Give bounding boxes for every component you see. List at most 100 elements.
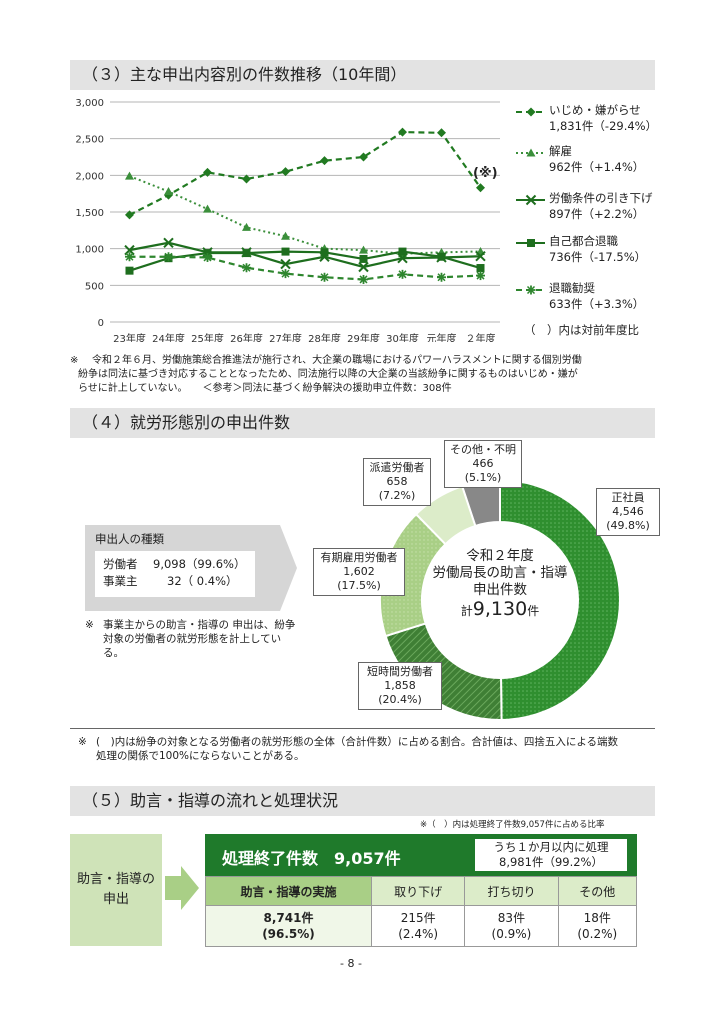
data-point [359, 254, 368, 263]
data-point [281, 167, 290, 177]
data-point [475, 251, 486, 262]
series-line [129, 250, 481, 272]
label-haken: 派遣労働者 658 (7.2%) [363, 458, 431, 506]
series-line [129, 255, 481, 281]
label-yuki: 有期雇用労働者 1,602 (17.5%) [313, 548, 405, 596]
x-tick-label: 26年度 [230, 332, 263, 342]
series-line [129, 175, 481, 255]
series-line [129, 130, 482, 216]
data-point [203, 252, 212, 262]
data-point [359, 245, 368, 254]
data-point [164, 186, 173, 195]
data-point [437, 128, 446, 138]
data-point [242, 263, 251, 273]
legend-note: （ ）内は対前年度比 [524, 323, 639, 337]
y-tick-label: 1,000 [75, 245, 104, 256]
col-header: その他 [557, 876, 638, 906]
cell-advice: 8,741件 (96.5%) [205, 905, 372, 947]
data-point [359, 152, 368, 162]
data-point [164, 252, 173, 262]
result-table: 助言・指導の実施 取り下げ 打ち切り その他 8,741件 (96.5%) 21… [205, 876, 638, 947]
legend-symbol [516, 239, 545, 247]
divider [70, 728, 655, 729]
data-point [437, 252, 446, 261]
data-point [280, 258, 291, 270]
legend-marker [526, 148, 536, 157]
legend-detail: 897件（+2.2%） [549, 207, 645, 221]
legend-marker [527, 239, 535, 247]
data-point [281, 231, 290, 240]
legend-detail: 1,831件（-29.4%） [549, 119, 658, 133]
y-tick-label: 2,000 [75, 171, 104, 182]
data-point [476, 183, 485, 193]
center-line: 令和２年度 [466, 548, 534, 564]
data-point [320, 272, 329, 282]
x-tick-label: ２年度 [466, 332, 496, 342]
legend-symbol [516, 148, 545, 157]
center-total: 計9,130件 [460, 598, 540, 620]
legend-name: 自己都合退職 [549, 234, 618, 248]
legend-name: いじめ・嫌がらせ [549, 103, 641, 117]
legend-name: 解雇 [549, 144, 572, 158]
data-point [125, 171, 134, 180]
data-point [125, 210, 134, 220]
donut-center: 令和２年度 労働局長の助言・指導 申出件数 計9,130件 [425, 548, 575, 620]
x-tick-label: 24年度 [152, 332, 185, 342]
cell-withdrawn: 215件 (2.4%) [370, 905, 466, 947]
page-number: - 8 - [340, 957, 362, 970]
data-point [359, 274, 368, 284]
y-tick-label: 3,000 [75, 98, 104, 109]
legend-marker [526, 285, 536, 295]
series-group [125, 252, 485, 284]
center-line: 申出件数 [473, 582, 527, 598]
y-tick-label: 1,500 [75, 208, 104, 219]
series-line [129, 241, 481, 269]
note-line: 紛争は同法に基づき対応することとなったため、同法施行以降の大企業の当該紛争に関す… [78, 369, 578, 380]
label-seishain: 正社員 4,546 (49.8%) [596, 488, 660, 536]
legend-detail: 962件（+1.4%） [549, 160, 645, 174]
applicant-row: 労働者 9,098（99.6%） [103, 557, 246, 571]
section3-note: ※ 令和２年６月、労働施策総合推進法が施行され、大企業の職場におけるパワーハラス… [70, 354, 670, 396]
label-sonota: その他・不明 466 (5.1%) [444, 440, 522, 488]
data-point [163, 237, 174, 249]
flow-arrow [165, 866, 199, 910]
x-tick-label: 元年度 [427, 332, 457, 342]
y-tick-label: 500 [85, 281, 104, 292]
series-group [125, 127, 485, 220]
col-header: 助言・指導の実施 [205, 876, 372, 906]
col-header: 取り下げ [370, 876, 466, 906]
legend-name: 退職勧奨 [549, 281, 595, 295]
data-point [125, 252, 134, 262]
center-line: 労働局長の助言・指導 [432, 565, 568, 581]
y-tick-label: 0 [98, 318, 104, 329]
applicant-source-box: 助言・指導の 申出 [70, 834, 162, 946]
legend-symbol [516, 107, 545, 117]
x-tick-label: 27年度 [269, 332, 302, 342]
x-tick-label: 30年度 [386, 332, 419, 342]
table-header-row: 助言・指導の実施 取り下げ 打ち切り その他 [205, 876, 638, 906]
section5-heading: （５）助言・指導の流れと処理状況 [70, 786, 655, 816]
applicant-title: 申出人の種類 [95, 532, 164, 546]
data-point [242, 222, 251, 231]
data-point [476, 264, 485, 273]
data-point [358, 261, 369, 273]
data-point [125, 266, 134, 275]
cell-other: 18件 (0.2%) [557, 905, 638, 947]
applicant-box: 労働者 9,098（99.6%） 事業主 32（ 0.4%） [95, 551, 255, 597]
label-tanjikan: 短時間労働者 1,858 (20.4%) [358, 662, 442, 710]
legend-name: 労働条件の引き下げ [549, 191, 653, 205]
col-header: 打ち切り [464, 876, 559, 906]
note-line: らせに計上していない。 ＜参考＞同法に基づく紛争解決の援助申立件数：308件 [78, 383, 452, 394]
data-point [320, 156, 329, 166]
x-tick-label: 25年度 [191, 332, 224, 342]
applicant-note: ※ 事業主からの助言・指導の 申出は、紛争対象の労働者の就労形態を計上している。 [85, 619, 296, 659]
data-point [320, 248, 329, 257]
data-point [281, 247, 290, 256]
x-tick-label: 23年度 [113, 332, 146, 342]
data-point [203, 167, 212, 177]
note-line: 令和２年６月、労働施策総合推進法が施行され、大企業の職場におけるパワーハラスメン… [92, 355, 582, 366]
data-point [242, 174, 251, 184]
x-tick-label: 29年度 [347, 332, 380, 342]
note-mark: ※ [70, 355, 79, 366]
data-point [203, 204, 212, 213]
